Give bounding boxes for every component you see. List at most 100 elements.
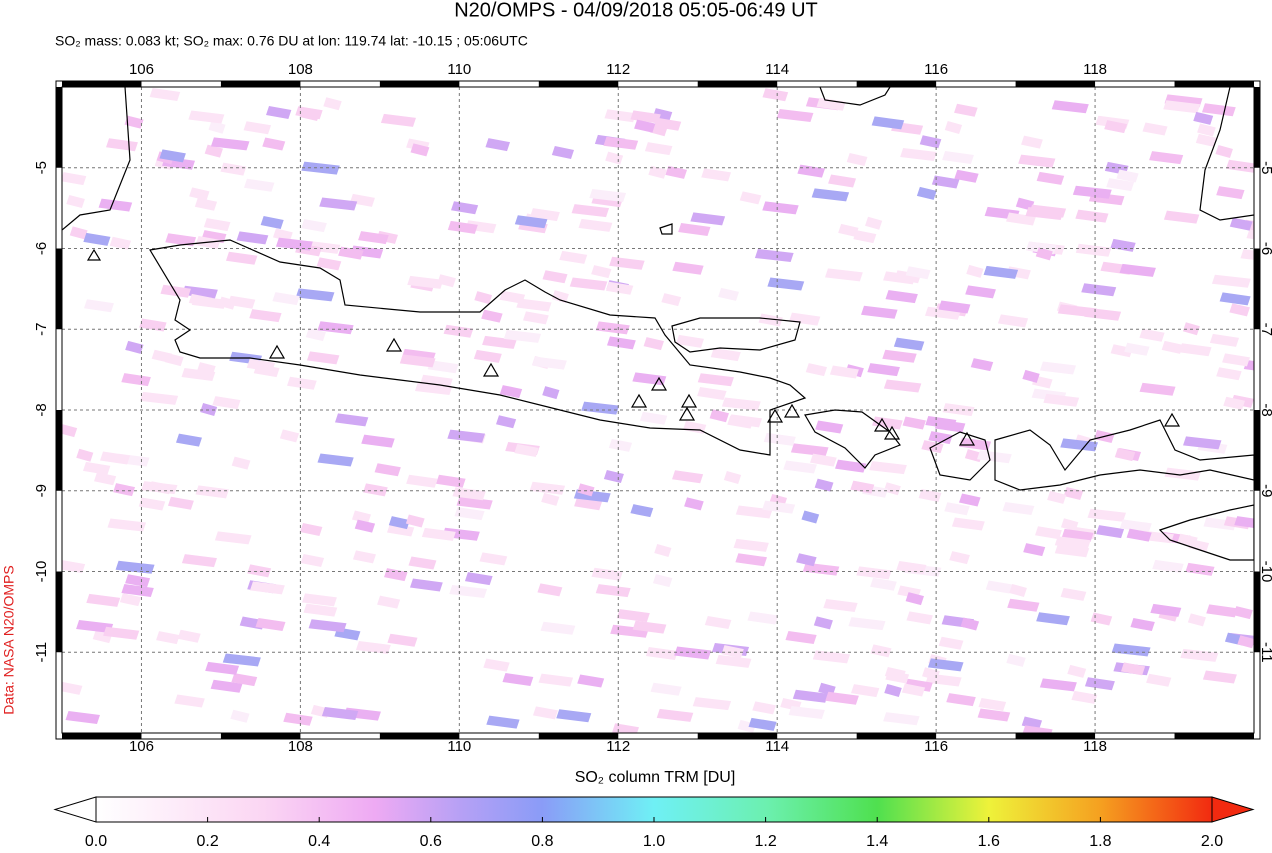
so2-pixel [684, 497, 704, 511]
so2-pixel [1021, 135, 1043, 149]
so2-pixel [503, 329, 542, 343]
so2-pixel [260, 216, 284, 230]
so2-pixel [317, 453, 354, 467]
so2-pixel [358, 231, 389, 245]
so2-pixel [788, 706, 825, 720]
so2-pixel [94, 472, 117, 486]
so2-pixel [1081, 283, 1117, 297]
so2-pixel [801, 510, 820, 524]
so2-pixel [437, 274, 456, 288]
so2-pixel [672, 470, 704, 484]
so2-pixel [644, 142, 673, 156]
so2-pixel [125, 340, 144, 354]
so2-pixel [1209, 333, 1240, 347]
so2-pixel [882, 349, 917, 363]
so2-pixel [949, 551, 970, 565]
so2-pixel [447, 220, 478, 234]
frame-segment [1174, 733, 1254, 739]
so2-pixel [138, 497, 166, 511]
so2-pixel [483, 658, 510, 672]
so2-pixel [848, 617, 886, 631]
frame-segment [538, 733, 619, 739]
so2-pixel [540, 621, 576, 635]
so2-pixel [905, 592, 924, 606]
y-tick-label-left: -11 [33, 642, 50, 663]
frame-segment [856, 733, 937, 739]
coast-borneo [819, 87, 891, 106]
so2-pixel [275, 237, 313, 251]
frame-segment [1254, 410, 1260, 491]
so2-pixel [532, 356, 567, 370]
so2-pixel [661, 293, 682, 307]
so2-pixel [906, 611, 933, 625]
frame-segment [379, 81, 460, 87]
x-tick-label-bottom: 106 [129, 738, 154, 755]
so2-pixel [119, 593, 142, 607]
so2-pixel [139, 318, 167, 332]
so2-pixel [938, 636, 964, 650]
so2-pixel [604, 109, 637, 123]
so2-pixel [447, 429, 486, 443]
so2-pixel [1185, 562, 1215, 576]
so2-pixel [978, 697, 1007, 711]
so2-pixel [479, 552, 508, 566]
so2-pixel [954, 169, 979, 183]
so2-pixel [542, 386, 560, 400]
so2-pixel [846, 152, 868, 166]
so2-pixel [1035, 526, 1062, 540]
volcano [678, 406, 696, 421]
so2-pixel [1187, 613, 1206, 627]
so2-pixel [167, 496, 194, 510]
so2-pixel [495, 415, 517, 429]
x-tick-label-top: 116 [924, 61, 948, 78]
so2-pixel [321, 707, 359, 721]
so2-pixel [835, 459, 867, 473]
so2-pixel [1067, 664, 1087, 678]
so2-pixel [1139, 382, 1176, 396]
so2-pixel [796, 553, 817, 567]
so2-pixel [883, 379, 922, 393]
x-tick-label-bottom: 108 [288, 738, 313, 755]
so2-pixel [301, 219, 327, 233]
so2-pixel [813, 616, 833, 630]
so2-pixel [1229, 303, 1250, 317]
so2-pixel [665, 165, 688, 179]
so2-pixel [589, 188, 627, 202]
so2-pixel [410, 143, 430, 157]
so2-pixel [195, 485, 229, 499]
so2-pixel [149, 88, 181, 102]
so2-pixel [1178, 343, 1212, 357]
so2-pixel [603, 136, 639, 150]
so2-pixel [249, 581, 285, 595]
so2-pixel [925, 415, 957, 429]
so2-pixel [1237, 635, 1254, 649]
so2-pixel [212, 396, 241, 410]
so2-pixel [1054, 536, 1091, 550]
so2-pixel [802, 562, 840, 576]
so2-pixel [160, 284, 191, 298]
so2-pixel [191, 295, 227, 309]
so2-pixel [454, 507, 485, 521]
coast-java [149, 239, 807, 456]
so2-pixel [997, 314, 1029, 328]
x-tick-label-top: 112 [606, 61, 630, 78]
so2-pixel [194, 197, 218, 211]
colorbar-title: SO₂ column TRM [DU] [575, 769, 736, 786]
so2-pixel [578, 218, 613, 232]
frame-segment [856, 81, 937, 87]
so2-pixel [113, 483, 136, 497]
so2-pixel [156, 631, 180, 645]
so2-pixel [900, 148, 937, 162]
so2-pixel [308, 619, 347, 633]
y-tick-label-left: -7 [33, 323, 50, 336]
x-tick-label-bottom: 118 [1083, 738, 1107, 755]
so2-pixel [959, 493, 981, 507]
volcano [482, 362, 500, 377]
y-tick-label-right: -6 [1258, 242, 1272, 255]
so2-pixel [210, 679, 243, 693]
coast-sumatra [62, 87, 131, 231]
so2-pixel [612, 723, 639, 733]
so2-pixel [76, 619, 114, 633]
credit: Data: NASA N20/OMPS [1, 565, 17, 714]
so2-pixel [701, 168, 732, 182]
